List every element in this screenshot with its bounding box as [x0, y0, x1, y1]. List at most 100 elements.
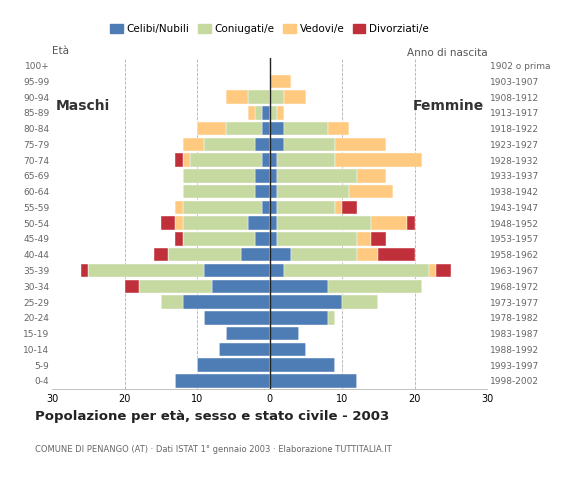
Bar: [378, 248, 415, 262]
Bar: [262, 201, 270, 214]
Bar: [277, 106, 284, 120]
Bar: [255, 138, 270, 151]
Bar: [270, 311, 328, 324]
Bar: [277, 154, 335, 167]
Bar: [270, 90, 284, 104]
Bar: [183, 169, 255, 182]
Bar: [139, 279, 212, 293]
Bar: [284, 122, 328, 135]
Bar: [125, 279, 139, 293]
Bar: [270, 374, 357, 388]
Bar: [407, 216, 415, 230]
Bar: [197, 359, 270, 372]
Bar: [183, 138, 204, 151]
Bar: [270, 359, 335, 372]
Bar: [226, 90, 248, 104]
Bar: [277, 232, 357, 246]
Bar: [335, 138, 386, 151]
Bar: [204, 138, 255, 151]
Text: Maschi: Maschi: [56, 99, 110, 113]
Bar: [291, 248, 357, 262]
Bar: [270, 154, 277, 167]
Bar: [168, 248, 241, 262]
Bar: [270, 201, 277, 214]
Bar: [154, 248, 168, 262]
Bar: [248, 90, 270, 104]
Bar: [270, 122, 284, 135]
Bar: [262, 122, 270, 135]
Bar: [342, 201, 357, 214]
Bar: [284, 138, 335, 151]
Bar: [183, 154, 190, 167]
Text: Anno di nascita: Anno di nascita: [407, 48, 487, 58]
Bar: [161, 295, 183, 309]
Bar: [88, 264, 204, 277]
Bar: [204, 264, 270, 277]
Bar: [270, 138, 284, 151]
Bar: [270, 74, 291, 88]
Bar: [335, 154, 422, 167]
Bar: [81, 264, 88, 277]
Bar: [197, 122, 226, 135]
Bar: [175, 216, 183, 230]
Bar: [284, 90, 306, 104]
Bar: [204, 311, 270, 324]
Bar: [270, 327, 299, 340]
Bar: [262, 106, 270, 120]
Bar: [371, 232, 386, 246]
Bar: [335, 201, 342, 214]
Bar: [270, 343, 306, 356]
Bar: [342, 295, 378, 309]
Bar: [429, 264, 436, 277]
Bar: [226, 327, 270, 340]
Text: Popolazione per età, sesso e stato civile - 2003: Popolazione per età, sesso e stato civil…: [35, 410, 389, 423]
Bar: [436, 264, 451, 277]
Bar: [277, 216, 371, 230]
Bar: [183, 295, 270, 309]
Bar: [255, 169, 270, 182]
Bar: [270, 279, 328, 293]
Bar: [357, 232, 371, 246]
Bar: [226, 122, 262, 135]
Bar: [175, 232, 183, 246]
Bar: [183, 232, 255, 246]
Bar: [284, 264, 429, 277]
Text: Età: Età: [52, 46, 69, 56]
Bar: [277, 169, 357, 182]
Bar: [255, 232, 270, 246]
Bar: [190, 154, 262, 167]
Bar: [183, 216, 248, 230]
Bar: [183, 201, 262, 214]
Bar: [248, 106, 255, 120]
Bar: [371, 216, 407, 230]
Bar: [219, 343, 270, 356]
Bar: [349, 185, 393, 198]
Bar: [270, 169, 277, 182]
Bar: [175, 201, 183, 214]
Bar: [328, 122, 349, 135]
Bar: [270, 232, 277, 246]
Bar: [262, 154, 270, 167]
Bar: [357, 248, 378, 262]
Legend: Celibi/Nubili, Coniugati/e, Vedovi/e, Divorziati/e: Celibi/Nubili, Coniugati/e, Vedovi/e, Di…: [106, 20, 433, 38]
Bar: [248, 216, 270, 230]
Bar: [255, 106, 262, 120]
Bar: [328, 279, 422, 293]
Bar: [255, 185, 270, 198]
Text: Femmine: Femmine: [412, 99, 484, 113]
Bar: [270, 106, 277, 120]
Bar: [161, 216, 175, 230]
Bar: [270, 264, 284, 277]
Bar: [241, 248, 270, 262]
Bar: [277, 201, 335, 214]
Bar: [183, 185, 255, 198]
Bar: [270, 185, 277, 198]
Text: COMUNE DI PENANGO (AT) · Dati ISTAT 1° gennaio 2003 · Elaborazione TUTTITALIA.IT: COMUNE DI PENANGO (AT) · Dati ISTAT 1° g…: [35, 445, 392, 455]
Bar: [277, 185, 349, 198]
Bar: [212, 279, 270, 293]
Bar: [270, 248, 291, 262]
Bar: [328, 311, 335, 324]
Bar: [175, 374, 270, 388]
Bar: [175, 154, 183, 167]
Bar: [270, 295, 342, 309]
